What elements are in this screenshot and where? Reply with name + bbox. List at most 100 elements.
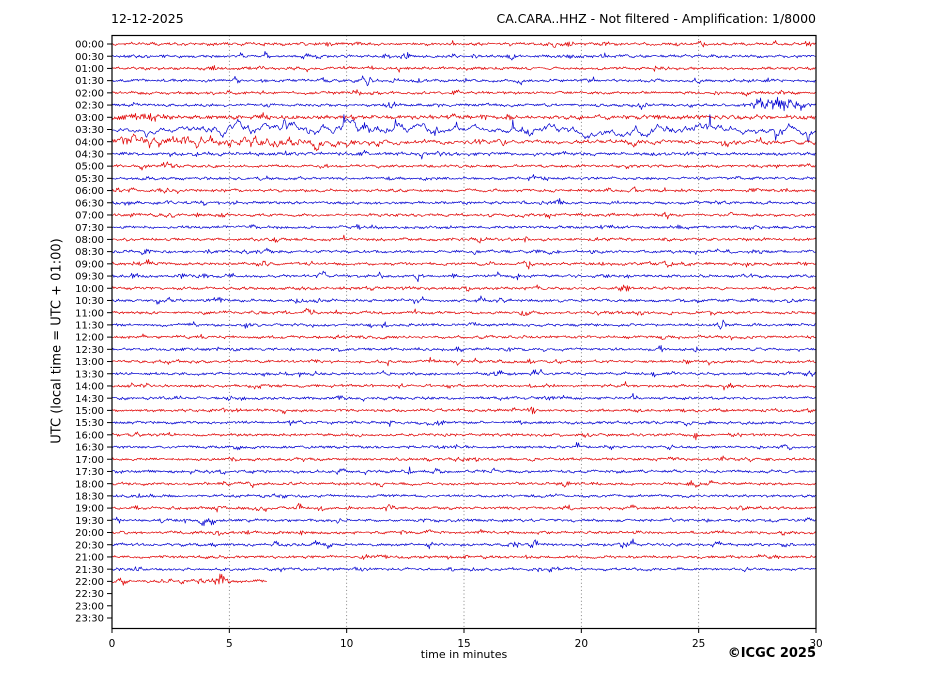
y-tick-label: 06:00 (75, 186, 104, 197)
y-tick-label: 15:30 (75, 418, 104, 429)
y-tick-label: 18:30 (75, 491, 104, 502)
y-tick-label: 16:30 (75, 443, 104, 454)
y-tick-label: 08:00 (75, 235, 104, 246)
y-tick-label: 02:30 (75, 101, 104, 112)
trace-row-05:30 (111, 174, 817, 182)
trace-row-06:30 (111, 198, 817, 207)
trace-row-08:00 (111, 234, 817, 244)
x-axis-label: time in minutes (420, 648, 508, 661)
y-tick-label: 03:00 (75, 113, 104, 124)
trace-row-19:30 (111, 516, 817, 527)
trace-row-04:30 (111, 149, 817, 160)
trace-row-14:30 (111, 392, 817, 402)
y-tick-label: 00:30 (75, 52, 104, 63)
trace-row-08:30 (111, 247, 817, 256)
y-tick-label: 22:00 (75, 577, 104, 588)
trace-row-14:00 (112, 381, 817, 391)
trace-row-04:00 (111, 133, 817, 152)
trace-row-03:00 (111, 112, 817, 122)
y-tick-label: 16:00 (75, 430, 104, 441)
trace-row-11:00 (111, 307, 817, 317)
copyright-text: ©ICGC 2025 (727, 646, 816, 661)
trace-row-03:30 (111, 114, 817, 143)
trace-row-15:00 (111, 406, 817, 415)
y-tick-label: 04:30 (75, 150, 104, 161)
y-tick-label: 04:00 (75, 137, 104, 148)
trace-row-16:30 (111, 441, 817, 451)
y-tick-label: 20:30 (75, 540, 104, 551)
y-tick-label: 09:30 (75, 272, 104, 283)
y-tick-label: 17:30 (75, 467, 104, 478)
y-tick-label: 17:00 (75, 455, 104, 466)
trace-row-17:00 (111, 455, 817, 463)
y-tick-label: 02:00 (75, 88, 104, 99)
x-tick-label: 30 (809, 638, 822, 650)
x-tick-label: 0 (109, 638, 116, 650)
y-tick-label: 13:00 (75, 357, 104, 368)
x-tick-label: 10 (340, 638, 353, 650)
y-tick-label: 06:30 (75, 198, 104, 209)
y-tick-label: 12:30 (75, 345, 104, 356)
x-tick-label: 15 (457, 638, 470, 650)
y-tick-label: 15:00 (75, 406, 104, 417)
y-tick-label: 10:30 (75, 296, 104, 307)
trace-row-12:30 (111, 345, 817, 353)
y-tick-label: 12:00 (75, 333, 104, 344)
y-tick-label: 10:00 (75, 284, 104, 295)
trace-row-12:00 (111, 333, 817, 341)
y-tick-label: 01:00 (75, 64, 104, 75)
trace-row-10:30 (111, 295, 817, 305)
trace-row-07:00 (111, 211, 817, 220)
trace-row-01:30 (111, 75, 817, 87)
x-tick-label: 25 (692, 638, 705, 650)
y-tick-label: 20:00 (75, 528, 104, 539)
y-tick-label: 13:30 (75, 369, 104, 380)
trace-row-21:30 (111, 566, 817, 573)
y-tick-label: 00:00 (75, 40, 104, 51)
y-tick-label: 22:30 (75, 589, 104, 600)
y-tick-label: 14:00 (75, 382, 104, 393)
trace-row-17:30 (111, 466, 817, 476)
x-tick-label: 20 (575, 638, 588, 650)
trace-row-09:30 (111, 270, 817, 283)
y-tick-label: 05:00 (75, 162, 104, 173)
trace-row-02:30 (111, 96, 817, 112)
y-tick-label: 07:30 (75, 223, 104, 234)
trace-row-22:00 (111, 573, 267, 586)
trace-row-00:00 (112, 40, 817, 48)
trace-row-02:00 (111, 89, 817, 97)
date-title: 12-12-2025 (111, 11, 184, 26)
y-tick-label: 09:00 (75, 259, 104, 270)
trace-row-01:00 (111, 65, 817, 73)
y-tick-label: 21:00 (75, 553, 104, 564)
trace-row-10:00 (111, 284, 817, 292)
y-tick-label: 08:30 (75, 247, 104, 258)
y-tick-label: 19:00 (75, 504, 104, 515)
trace-row-13:00 (111, 356, 817, 367)
trace-row-06:00 (111, 186, 817, 194)
x-tick-label: 5 (226, 638, 233, 650)
trace-row-18:00 (111, 480, 817, 489)
trace-row-07:30 (111, 223, 817, 231)
station-title: CA.CARA..HHZ - Not filtered - Amplificat… (496, 11, 816, 26)
trace-row-18:30 (111, 493, 817, 499)
trace-row-20:30 (111, 538, 816, 550)
trace-row-15:30 (111, 420, 817, 427)
y-tick-label: 14:30 (75, 394, 104, 405)
trace-row-11:30 (111, 319, 817, 330)
plot-border (111, 34, 817, 630)
y-tick-label: 18:00 (75, 479, 104, 490)
trace-row-13:30 (111, 368, 817, 378)
trace-row-20:00 (111, 528, 817, 537)
trace-row-19:00 (111, 502, 817, 513)
y-tick-label: 23:00 (75, 601, 104, 612)
y-tick-label: 11:00 (75, 308, 104, 319)
y-tick-label: 01:30 (75, 76, 104, 87)
trace-row-16:00 (111, 431, 817, 441)
y-tick-label: 05:30 (75, 174, 104, 185)
y-tick-label: 23:30 (75, 614, 104, 625)
y-tick-label: 19:30 (75, 516, 104, 527)
y-tick-label: 07:00 (75, 211, 104, 222)
trace-row-21:00 (111, 554, 817, 560)
